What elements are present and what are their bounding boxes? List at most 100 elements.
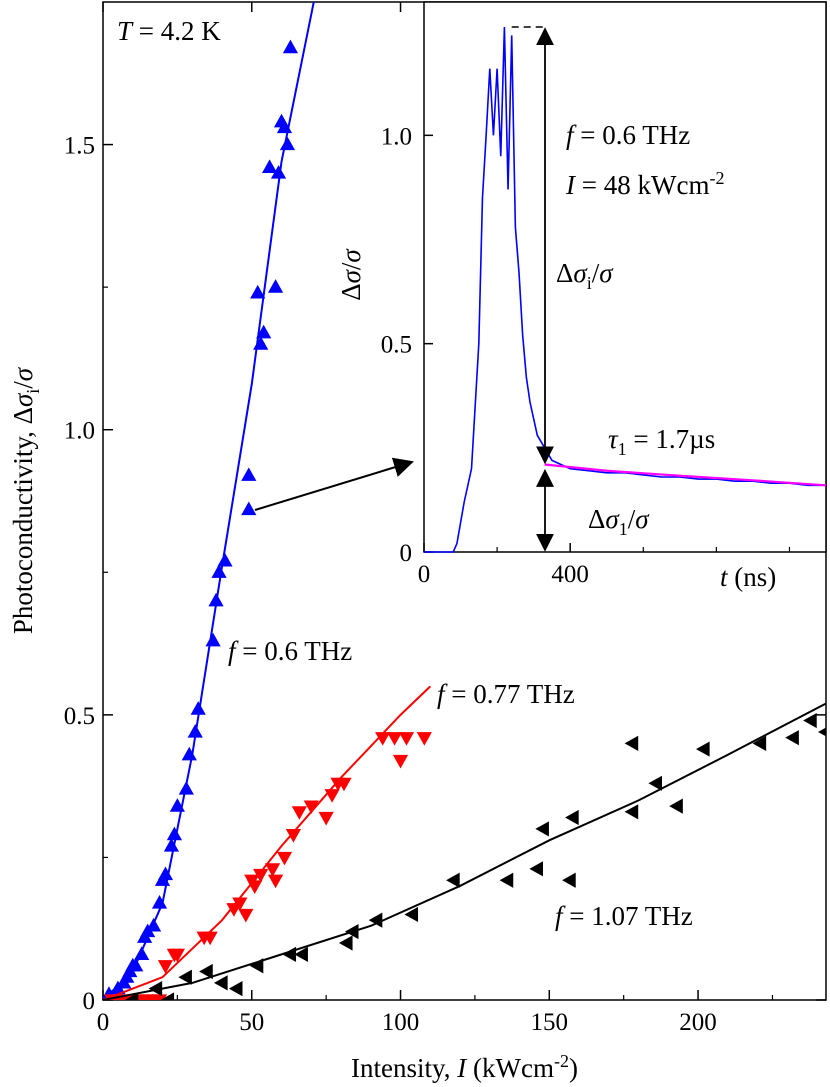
- series-label-0-6-thz: f = 0.6 THz: [228, 636, 352, 666]
- main-series-group: [103, 2, 826, 1000]
- data-point: [241, 501, 257, 516]
- data-point: [303, 800, 319, 815]
- data-point: [324, 789, 340, 803]
- data-point: [344, 923, 359, 940]
- y-tick-label: 0: [83, 988, 96, 1015]
- data-point: [253, 336, 269, 350]
- time-constant-label: τ1 = 1.7µs: [608, 424, 715, 459]
- x-tick-label: 200: [679, 1009, 717, 1036]
- data-point: [669, 798, 683, 814]
- data-point: [386, 732, 403, 746]
- data-point: [151, 994, 168, 1000]
- data-point: [276, 851, 293, 866]
- data-point: [217, 552, 233, 567]
- data-point: [318, 811, 334, 826]
- inset-frequency-annotation: f = 0.6 THz: [566, 120, 690, 150]
- data-point: [214, 975, 228, 991]
- data-point: [368, 912, 383, 928]
- data-point: [247, 880, 263, 894]
- fit-line-series-1: [103, 685, 431, 1000]
- data-point: [282, 946, 297, 962]
- data-point: [270, 165, 287, 179]
- data-point: [264, 863, 281, 877]
- data-point: [262, 159, 278, 173]
- data-point: [446, 872, 460, 888]
- inset-x-tick-label: 0: [418, 561, 431, 588]
- data-point: [624, 804, 639, 820]
- data-point: [294, 946, 308, 962]
- data-point: [375, 732, 391, 746]
- data-point: [624, 735, 639, 751]
- x-tick-label: 50: [239, 1009, 264, 1036]
- data-point: [752, 735, 767, 751]
- data-point: [249, 958, 264, 974]
- inset-x-tick-label: 400: [551, 561, 589, 588]
- data-point: [157, 960, 174, 974]
- x-tick-label: 100: [382, 1009, 420, 1036]
- data-point: [529, 861, 543, 877]
- data-point: [151, 895, 168, 909]
- fit-line-series-2: [103, 702, 826, 1000]
- data-point: [205, 632, 221, 647]
- data-point: [803, 712, 817, 729]
- data-point: [166, 826, 183, 841]
- data-point: [291, 806, 307, 820]
- x-tick-label: 150: [531, 1009, 569, 1036]
- data-point: [404, 906, 419, 923]
- y-tick-label: 0.5: [64, 703, 95, 730]
- data-point: [338, 935, 353, 951]
- data-point: [267, 874, 284, 889]
- data-point: [562, 872, 576, 888]
- data-point: [256, 324, 272, 339]
- data-point: [241, 467, 257, 481]
- x-tick-label: 0: [97, 1009, 110, 1036]
- inset-fit-line: [544, 463, 827, 487]
- fit-line-series-0: [103, 2, 315, 1000]
- data-point: [499, 872, 514, 888]
- inset-y-tick-label: 0: [400, 540, 413, 567]
- data-point: [208, 592, 224, 607]
- data-point: [279, 136, 296, 151]
- data-point: [565, 809, 579, 826]
- data-point: [157, 866, 174, 881]
- data-point: [124, 992, 139, 1000]
- data-point: [238, 908, 254, 923]
- data-point: [285, 829, 302, 843]
- y-axis-label: Photoconductivity, Δσi/σ: [8, 366, 43, 634]
- data-point: [128, 957, 144, 972]
- data-point: [134, 946, 150, 960]
- data-point: [416, 732, 432, 746]
- data-point: [145, 917, 162, 932]
- x-axis-label: Intensity, I (kWcm-2): [351, 1051, 578, 1083]
- data-point: [276, 119, 293, 134]
- data-point: [163, 838, 180, 852]
- data-point: [232, 897, 248, 912]
- y-tick-label: 1.0: [64, 418, 95, 445]
- inset-signal-trace: [424, 26, 826, 553]
- data-point: [199, 963, 213, 980]
- data-point: [818, 727, 826, 737]
- data-point: [696, 741, 710, 757]
- data-point: [228, 980, 243, 997]
- data-point: [181, 746, 197, 761]
- data-point: [190, 701, 206, 715]
- data-point: [148, 980, 163, 997]
- data-point: [187, 723, 203, 738]
- initial-photoconductivity-label: Δσi/σ: [556, 258, 614, 293]
- data-point: [253, 868, 269, 883]
- inset-y-axis-label: Δσ/σ: [336, 248, 366, 301]
- inset-plot-frame: [423, 1, 827, 553]
- data-point: [282, 39, 299, 54]
- data-point: [336, 777, 352, 792]
- y-tick-label: 1.5: [64, 133, 95, 160]
- data-point: [267, 279, 284, 293]
- data-point: [392, 754, 409, 769]
- data-point: [178, 780, 194, 795]
- data-point: [169, 948, 185, 963]
- data-point: [250, 284, 266, 299]
- data-point: [202, 931, 218, 946]
- data-point: [785, 730, 799, 746]
- data-point: [169, 798, 185, 812]
- series-label-0-77-thz: f = 0.77 THz: [437, 679, 575, 709]
